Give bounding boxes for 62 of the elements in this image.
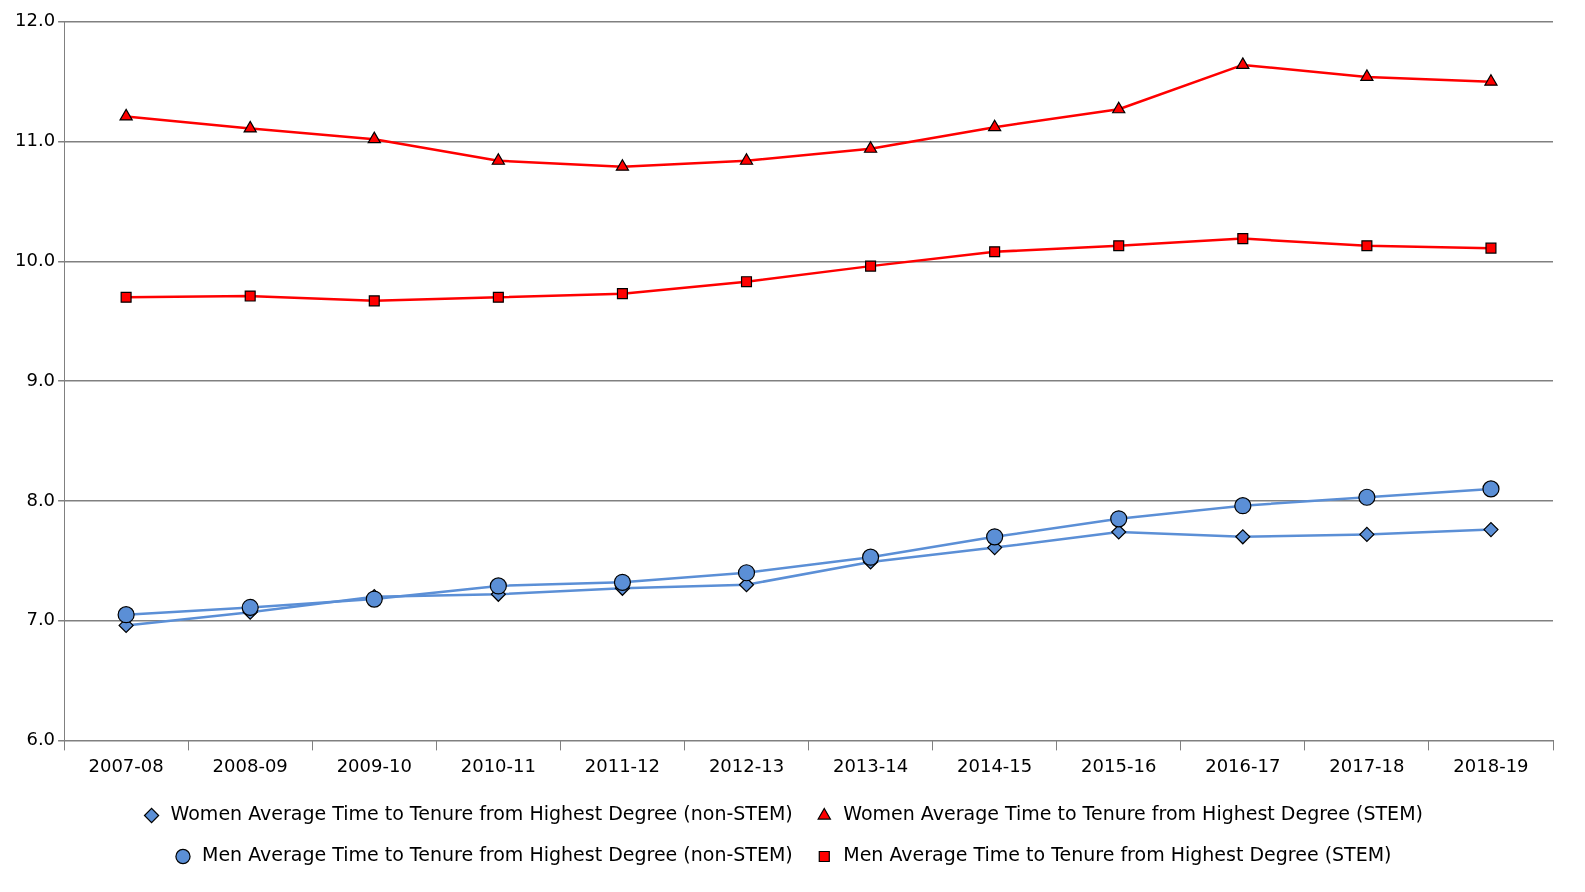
point xyxy=(861,548,880,566)
point xyxy=(1113,240,1125,252)
point xyxy=(616,288,628,300)
point xyxy=(986,528,1004,546)
x-tick-label: 2008-09 xyxy=(212,754,288,776)
point xyxy=(740,276,753,288)
point xyxy=(1485,242,1497,254)
point xyxy=(120,291,132,303)
y-tick-label: 9.0 xyxy=(26,368,56,390)
point xyxy=(1111,524,1127,540)
point xyxy=(1110,510,1128,528)
point xyxy=(1359,526,1375,542)
point xyxy=(491,153,506,165)
legend-label: Women Average Time to Tenure from Highest Degree (non-STEM) xyxy=(170,802,793,825)
point xyxy=(1484,74,1498,86)
x-tick-label: 2014-15 xyxy=(957,754,1033,776)
x-tick-label: 2015-16 xyxy=(1081,754,1157,776)
legend-label: Men Average Time to Tenure from Highest Degree (non-STEM) xyxy=(201,843,793,866)
point xyxy=(117,606,135,624)
point xyxy=(1112,101,1126,114)
point xyxy=(244,290,256,302)
point xyxy=(1360,69,1374,81)
point xyxy=(1361,240,1373,252)
point xyxy=(615,159,630,171)
point xyxy=(243,120,257,133)
point xyxy=(1483,522,1499,538)
x-tick-label: 2010-11 xyxy=(460,754,536,776)
point xyxy=(368,295,380,307)
y-tick-label: 6.0 xyxy=(26,728,56,750)
point xyxy=(989,246,1001,258)
x-tick-label: 2012-13 xyxy=(708,754,785,776)
point xyxy=(489,577,507,595)
x-tick-label: 2013-14 xyxy=(832,754,909,776)
x-tick-label: 2007-08 xyxy=(88,754,164,776)
legend-label: Men Average Time to Tenure from Highest Degree (STEM) xyxy=(843,843,1392,866)
point xyxy=(1235,529,1251,545)
point xyxy=(739,153,754,165)
x-tick-label: 2017-18 xyxy=(1329,754,1405,776)
point xyxy=(987,119,1002,132)
y-tick-label: 12.0 xyxy=(15,9,56,31)
point xyxy=(119,108,133,121)
point xyxy=(863,141,878,153)
point xyxy=(1237,233,1249,245)
x-tick-label: 2016-17 xyxy=(1205,754,1281,776)
point xyxy=(492,291,504,303)
x-tick-label: 2018-19 xyxy=(1453,754,1529,776)
point xyxy=(367,131,381,144)
point xyxy=(737,564,756,582)
y-tick-label: 7.0 xyxy=(26,608,56,630)
y-tick-label: 11.0 xyxy=(15,129,56,151)
x-tick-label: 2009-10 xyxy=(336,754,412,776)
point xyxy=(865,260,877,272)
point xyxy=(1358,488,1376,506)
y-tick-label: 8.0 xyxy=(26,488,56,510)
y-tick-label: 10.0 xyxy=(15,249,56,271)
point xyxy=(241,598,259,617)
point xyxy=(1236,57,1250,70)
x-tick-label: 2011-12 xyxy=(584,754,661,776)
point xyxy=(1482,480,1500,498)
legend-label: Women Average Time to Tenure from Highest Degree (STEM) xyxy=(843,802,1423,825)
point xyxy=(613,573,632,591)
point xyxy=(1234,497,1252,515)
